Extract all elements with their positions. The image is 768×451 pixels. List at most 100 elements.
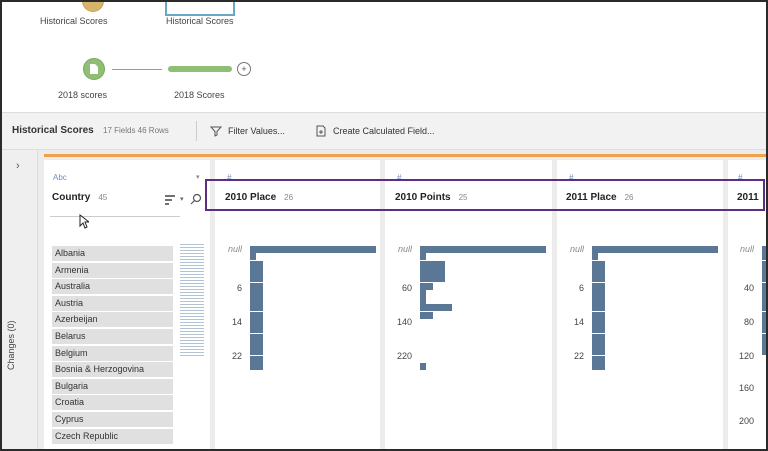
add-step-icon[interactable]: +	[237, 62, 251, 76]
flow-canvas[interactable]: Historical Scores Historical Scores + 20…	[2, 2, 766, 112]
histogram-bar[interactable]	[250, 260, 263, 268]
histogram-bar[interactable]	[250, 348, 263, 356]
input-node-2018[interactable]	[83, 58, 105, 80]
histogram-bar[interactable]	[250, 304, 263, 312]
histogram-bar[interactable]	[250, 340, 263, 348]
histogram-bar[interactable]	[592, 253, 599, 261]
field-header-2011-points[interactable]: 2011	[737, 192, 759, 203]
country-value-item[interactable]: Australia	[52, 279, 173, 295]
field-card-2010-points[interactable]: # 2010 Points 25	[385, 160, 552, 449]
chevron-right-icon[interactable]: ›	[16, 160, 20, 172]
histogram-bar[interactable]	[592, 333, 605, 341]
histogram-bar[interactable]	[420, 311, 433, 319]
histogram-bar[interactable]	[762, 340, 766, 348]
country-scroll-summary[interactable]	[180, 244, 204, 358]
histogram-bar[interactable]	[592, 348, 605, 356]
histogram-bar[interactable]	[250, 267, 263, 275]
histogram-bar[interactable]	[420, 304, 452, 312]
histogram-bar[interactable]	[592, 319, 605, 326]
input-node-historical[interactable]	[82, 2, 104, 12]
axis-label: 80	[743, 317, 754, 327]
histogram-bar[interactable]	[250, 333, 263, 341]
histogram-bar[interactable]	[420, 289, 427, 297]
toolbar-divider	[196, 121, 197, 141]
field-header-country[interactable]: Country 45	[52, 192, 107, 203]
country-value-item[interactable]: Belarus	[52, 329, 173, 344]
filter-values-button[interactable]: Filter Values...	[210, 121, 285, 141]
country-value-item[interactable]: Albania	[52, 246, 173, 261]
country-value-item[interactable]: Austria	[52, 295, 173, 311]
country-value-item[interactable]: Bulgaria	[52, 378, 173, 394]
histogram-bar[interactable]	[592, 355, 605, 363]
histogram-bar[interactable]	[420, 275, 446, 283]
axis-label: 6	[578, 283, 584, 293]
country-value-item[interactable]: Croatia	[52, 395, 173, 411]
country-value-item[interactable]: Czech Republic	[52, 428, 173, 444]
histogram-bar[interactable]	[250, 319, 263, 326]
sort-dropdown-icon[interactable]: ▾	[180, 196, 184, 203]
histogram-bar[interactable]	[762, 275, 766, 283]
histogram-bar[interactable]	[762, 348, 766, 356]
histogram-bar[interactable]	[592, 267, 605, 275]
histogram-bar[interactable]	[592, 304, 605, 312]
histogram-bar[interactable]	[250, 362, 263, 370]
country-value-item[interactable]: Azerbeijan	[52, 312, 173, 328]
histogram-bar[interactable]	[420, 362, 427, 370]
histogram-bar[interactable]	[250, 311, 263, 319]
histogram-bar[interactable]	[250, 326, 263, 334]
clean-step-2018[interactable]	[168, 66, 232, 72]
histogram-bar[interactable]	[592, 246, 718, 253]
histogram-bar[interactable]	[592, 340, 605, 348]
field-header-2010-place[interactable]: 2010 Place 26	[225, 192, 293, 203]
histogram-bar[interactable]	[250, 355, 263, 363]
histogram-bar[interactable]	[762, 289, 766, 297]
axis-label: 200	[738, 416, 754, 426]
histogram-bar[interactable]	[762, 246, 766, 253]
histogram-bar[interactable]	[420, 267, 446, 275]
histogram-bar[interactable]	[762, 319, 766, 326]
histogram-bar[interactable]	[762, 326, 766, 334]
histogram-bar[interactable]	[420, 282, 433, 290]
histogram-bar[interactable]	[762, 282, 766, 290]
country-value-item[interactable]: Cyprus	[52, 412, 173, 427]
histogram-bar[interactable]	[762, 304, 766, 312]
field-header-2010-points[interactable]: 2010 Points 25	[395, 192, 468, 203]
histogram-bar[interactable]	[420, 246, 546, 253]
field-header-2011-place[interactable]: 2011 Place 26	[566, 192, 634, 203]
histogram-bar[interactable]	[762, 253, 766, 261]
histogram-bar[interactable]	[592, 289, 605, 297]
type-menu-caret-icon[interactable]: ▾	[196, 174, 200, 181]
field-card-2011-points[interactable]: # 2011	[728, 160, 766, 449]
create-calculated-field-button[interactable]: Create Calculated Field...	[315, 121, 435, 141]
country-value-item[interactable]: Bosnia & Herzogovina	[52, 362, 173, 378]
histogram-bar[interactable]	[592, 362, 605, 370]
changes-pane[interactable]: › Changes (0)	[2, 150, 38, 449]
histogram-bar[interactable]	[420, 253, 427, 261]
histogram-bar[interactable]	[592, 260, 605, 268]
histogram-bar[interactable]	[592, 275, 605, 283]
histogram-bar[interactable]	[592, 282, 605, 290]
histogram-bar[interactable]	[250, 297, 263, 305]
histogram-bar[interactable]	[762, 267, 766, 275]
histogram-bar[interactable]	[762, 297, 766, 305]
histogram-bar[interactable]	[250, 246, 376, 253]
country-value-item[interactable]: Armenia	[52, 262, 173, 278]
histogram-bar[interactable]	[762, 311, 766, 319]
histogram-bar[interactable]	[762, 333, 766, 341]
histogram-bar[interactable]	[250, 282, 263, 290]
histogram-bar[interactable]	[762, 260, 766, 268]
histogram-bar[interactable]	[250, 253, 257, 261]
histogram-bar[interactable]	[592, 297, 605, 305]
field-card-2010-place[interactable]: # 2010 Place 26	[215, 160, 380, 449]
search-icon[interactable]	[190, 193, 202, 205]
clean-step-node[interactable]	[165, 2, 235, 16]
histogram-bar[interactable]	[250, 289, 263, 297]
field-card-2011-place[interactable]: # 2011 Place 26	[557, 160, 723, 449]
sort-icon[interactable]	[164, 195, 176, 205]
histogram-bar[interactable]	[592, 326, 605, 334]
histogram-bar[interactable]	[420, 297, 427, 305]
histogram-bar[interactable]	[592, 311, 605, 319]
histogram-bar[interactable]	[420, 260, 446, 268]
country-value-item[interactable]: Belgium	[52, 345, 173, 361]
histogram-bar[interactable]	[250, 275, 263, 283]
